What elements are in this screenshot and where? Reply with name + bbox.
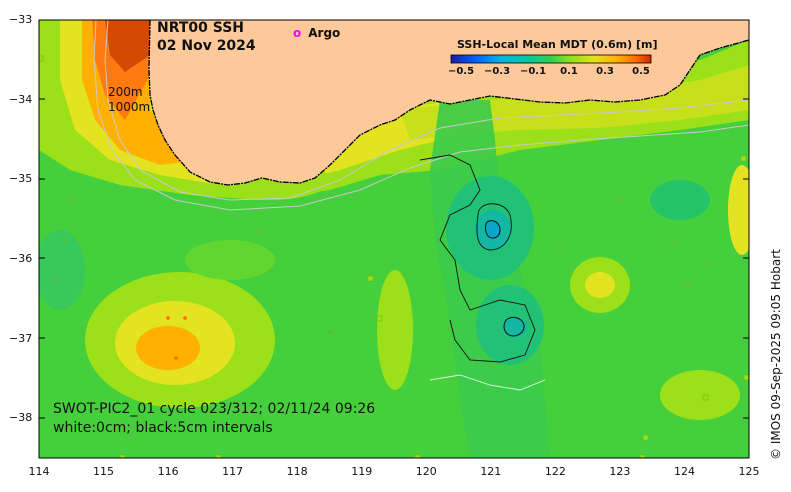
drifter-marker <box>119 454 126 458</box>
float-dot <box>708 262 712 266</box>
drifter-markers <box>39 55 749 458</box>
x-tick-label: 116 <box>157 465 179 478</box>
x-tick-label: 114 <box>28 465 50 478</box>
colorbar-tick-label: −0.3 <box>483 66 511 77</box>
float-dot <box>62 238 66 242</box>
contour-5cm-4 <box>503 317 525 337</box>
colorbar-tick-label: 0.3 <box>596 66 614 77</box>
drifter-marker <box>414 454 421 458</box>
ssh-warm-patch-5 <box>660 370 740 420</box>
x-tick-label: 121 <box>480 465 502 478</box>
y-tick-label: −33 <box>9 13 33 26</box>
map-field <box>39 20 749 458</box>
x-tick-label: 118 <box>286 465 308 478</box>
drifter-marker <box>39 55 44 62</box>
ssh-cool-eddy-south-core <box>503 317 527 337</box>
isobath-label-1000m: 1000m <box>108 100 151 114</box>
float-dot <box>258 230 262 234</box>
argo-legend: o Argo <box>293 26 340 40</box>
x-tick-label: 120 <box>415 465 437 478</box>
float-dot <box>618 198 622 202</box>
float-dot <box>686 283 690 287</box>
contour-5cm-1 <box>419 154 536 363</box>
swot-annotation: SWOT-PIC2_01 cycle 023/312; 02/11/24 09:… <box>53 400 375 438</box>
y-tick-label: −34 <box>9 92 33 106</box>
y-tick-label: −37 <box>9 331 33 345</box>
x-tick-label: 123 <box>609 465 631 478</box>
plot-frame <box>38 19 750 459</box>
float-dot <box>174 356 178 360</box>
ssh-warm-eddy-sw-peak <box>136 326 200 370</box>
contour-interval-text: white:0cm; black:5cm intervals <box>53 420 273 436</box>
float-dot <box>670 238 674 242</box>
float-dot <box>166 316 170 320</box>
float-dot <box>328 330 332 334</box>
contour-5cm-2 <box>476 203 512 251</box>
colorbar-title: SSH-Local Mean MDT (0.6m) [m] <box>457 38 658 51</box>
map-title: NRT00 SSH 02 Nov 2024 <box>157 19 256 55</box>
colorbar-tick-label: −0.1 <box>519 66 547 77</box>
float-dot <box>558 244 562 248</box>
axis-ticks <box>39 19 749 419</box>
x-tick-label: 115 <box>93 465 115 478</box>
drifter-marker <box>639 454 646 458</box>
colorbar-tick-label: 0.5 <box>632 66 650 77</box>
drifter-marker <box>215 454 222 458</box>
float-dot <box>183 316 187 320</box>
float-dot <box>70 198 74 202</box>
map-date: 02 Nov 2024 <box>157 38 256 54</box>
contour-5cm-3 <box>484 220 501 239</box>
contour-0cm-1 <box>429 374 546 391</box>
y-tick-label: −36 <box>9 251 33 265</box>
colorbar-tick-label: 0.1 <box>560 66 578 77</box>
ssh-warm-patch-7 <box>185 240 275 280</box>
ssh-cool-eddy-north-peak <box>485 221 501 239</box>
ssh-warm-patch-4 <box>728 165 749 255</box>
drifter-marker <box>702 394 709 401</box>
isobath-label-200m: 200m <box>108 85 143 99</box>
float-dot <box>52 276 56 280</box>
x-tick-label: 119 <box>351 465 373 478</box>
credit-text: © IMOS 09-Sep-2025 09:05 Hobart <box>769 249 783 460</box>
drifter-marker <box>376 315 383 322</box>
colorbar-tick-label: −0.5 <box>447 66 475 77</box>
x-tick-label: 124 <box>673 465 695 478</box>
coastline <box>148 20 749 186</box>
y-tick-label: −35 <box>9 172 33 186</box>
x-tick-label: 125 <box>738 465 760 478</box>
y-tick-label: −38 <box>9 411 33 425</box>
colorbar <box>450 54 652 64</box>
argo-label: Argo <box>308 26 341 40</box>
product-name: NRT00 SSH <box>157 20 245 36</box>
x-tick-label: 122 <box>544 465 566 478</box>
argo-dots <box>52 198 712 360</box>
isobath-200m <box>104 20 749 201</box>
ssh-cool-patch-east <box>650 180 710 220</box>
x-tick-label: 117 <box>222 465 244 478</box>
ssh-coastal-band-red <box>105 20 150 72</box>
drifter-marker <box>367 275 374 282</box>
drifter-marker <box>743 374 749 381</box>
ssh-warm-patch-1 <box>377 270 413 390</box>
ssh-cool-patch-west <box>39 230 85 310</box>
swot-cycle-text: SWOT-PIC2_01 cycle 023/312; 02/11/24 09:… <box>53 401 376 417</box>
argo-marker-icon: o <box>293 26 302 40</box>
isobath-1000m <box>93 20 749 211</box>
drifter-marker <box>740 155 747 162</box>
drifter-marker <box>642 434 649 441</box>
isobath-legend: 200m 1000m <box>108 85 150 115</box>
ssh-warm-patch-3 <box>585 272 615 298</box>
